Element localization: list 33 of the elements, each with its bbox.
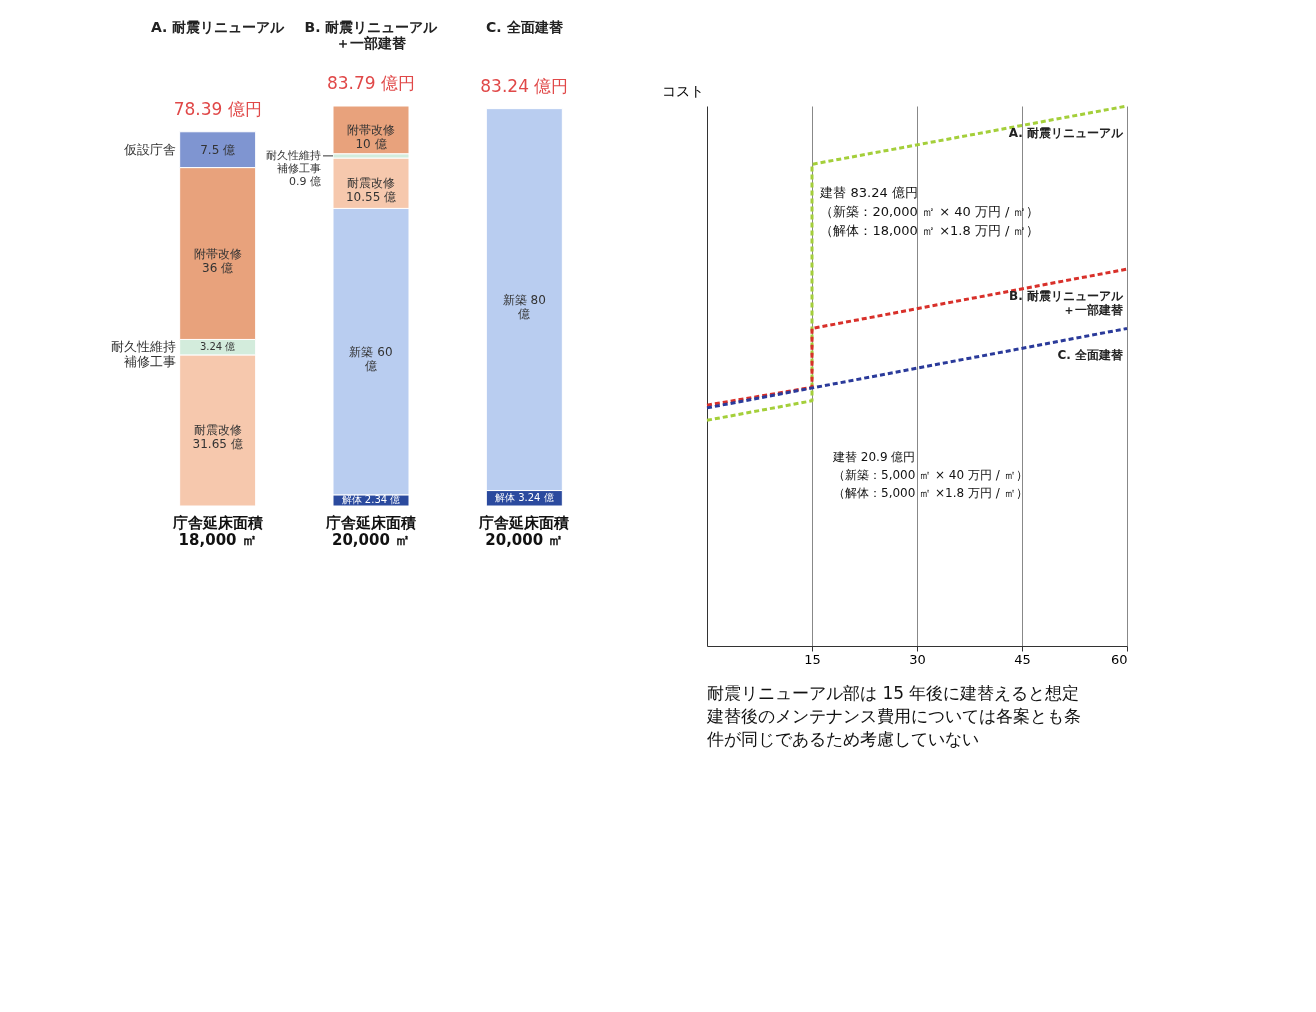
annotation: 庁舎延床面積 20,000 ㎡ [478, 514, 570, 549]
total-label: 78.39 億円 [173, 98, 262, 119]
data-label: 3.24 億 [199, 341, 236, 353]
x-tick-label: C. 全面建替 [486, 18, 564, 35]
annotation: 庁舎延床面積 18,000 ㎡ [171, 514, 263, 549]
series-label: A. 耐震リニューアル [1008, 126, 1124, 140]
data-label: 附帯改修 10 億 [347, 122, 395, 151]
annotation: 建替 20.9 億円（新築：5,000 ㎡ × 40 万円 / ㎡）（解体：5,000 ㎡ ×1.8 万円 / ㎡） [832, 449, 1028, 500]
x-tick-label: A. 耐震リニューアル [151, 18, 286, 35]
data-label: 耐久性維持補修工事 0.9 億 [266, 148, 321, 188]
series-label: B. 耐震リニューアル＋一部建替 [1009, 289, 1124, 318]
data-label: 解体 2.34 億 [341, 494, 401, 506]
y-axis-title: コスト [661, 82, 704, 99]
text: 耐震リニューアル部は 15 年後に建替えると想定建替後のメンテナンス費用については各案とも条件が同じであるため考慮していない [706, 683, 1081, 749]
x-tick-label: 15 [804, 651, 821, 667]
data-label: 新築 60 億 [349, 344, 393, 373]
series-label: 仮設庁舎 [122, 141, 176, 157]
series-label: 耐久性維持補修工事 [110, 339, 176, 370]
series-label: C. 全面建替 [1057, 348, 1124, 363]
data-label: 7.5 億 [200, 142, 236, 157]
annotation: 建替 83.24 億円（新築：20,000 ㎡ × 40 万円 / ㎡）（解体：18,000 ㎡ ×1.8 万円 / ㎡） [819, 185, 1040, 238]
total-label: 83.24 億円 [480, 75, 569, 96]
data-label: 新築 80 億 [502, 292, 546, 321]
data-label: 解体 3.24 億 [495, 492, 554, 504]
data-label: 耐震改修 10.55 億 [345, 176, 397, 205]
x-tick-label: B. 耐震リニューアル＋一部建替 [304, 18, 439, 51]
annotation: 庁舎延床面積 20,000 ㎡ [325, 514, 416, 549]
data-label: 耐震改修 31.65 億 [192, 423, 243, 452]
x-tick-label: 60 [1110, 651, 1128, 667]
total-label: 83.79 億円 [326, 73, 416, 93]
data-label: 附帯改修 36 億 [193, 246, 242, 275]
x-tick-label: 30 [909, 651, 926, 667]
x-tick-label: 45 [1014, 651, 1031, 667]
